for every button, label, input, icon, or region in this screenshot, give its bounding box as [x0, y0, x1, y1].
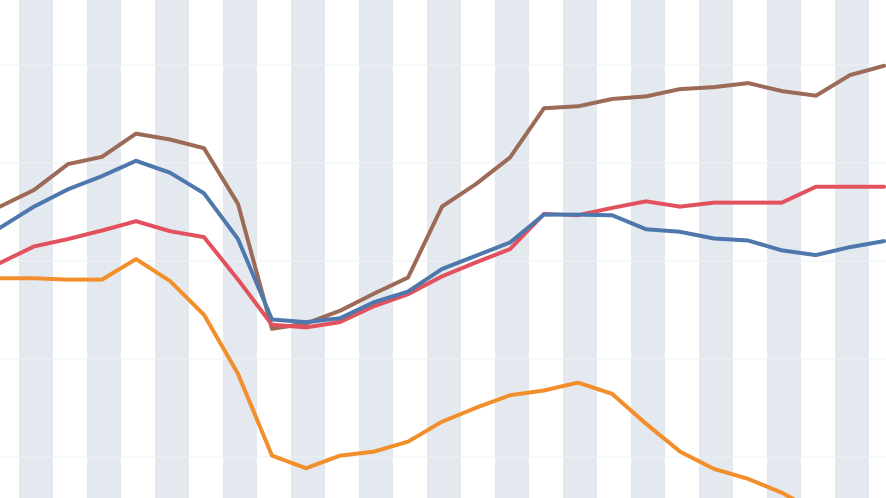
background-band — [699, 0, 733, 498]
background-bands — [19, 0, 869, 498]
background-band — [359, 0, 393, 498]
series-line-3 — [0, 158, 886, 325]
series-line-1 — [0, 63, 886, 331]
series-line-2 — [0, 184, 886, 330]
background-band — [563, 0, 597, 498]
series-lines — [0, 63, 886, 498]
background-band — [427, 0, 461, 498]
background-band — [291, 0, 325, 498]
background-band — [19, 0, 53, 498]
background-band — [155, 0, 189, 498]
series-line-4 — [0, 257, 796, 498]
background-band — [87, 0, 121, 498]
